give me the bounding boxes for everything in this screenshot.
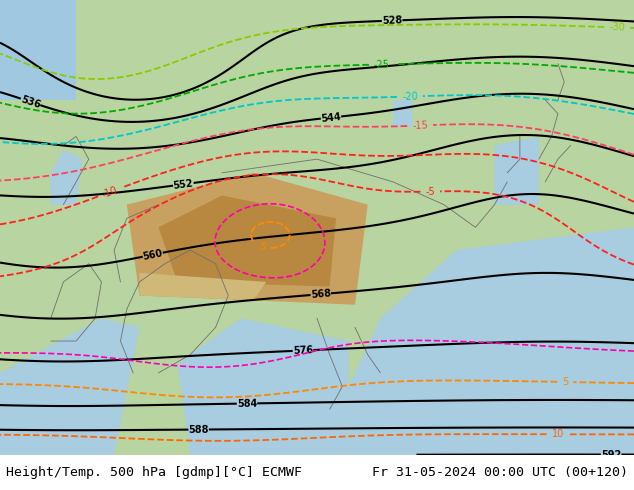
Text: 584: 584 <box>236 398 257 409</box>
Text: 560: 560 <box>142 248 164 262</box>
Polygon shape <box>51 150 82 205</box>
Text: -15: -15 <box>412 120 428 131</box>
Text: 552: 552 <box>172 178 194 191</box>
Text: -5: -5 <box>425 186 436 196</box>
Text: 544: 544 <box>320 111 342 123</box>
Text: 536: 536 <box>20 94 42 110</box>
Polygon shape <box>349 227 634 455</box>
Polygon shape <box>178 318 349 455</box>
Polygon shape <box>0 0 634 455</box>
Polygon shape <box>495 136 539 205</box>
Text: 568: 568 <box>310 288 332 300</box>
Polygon shape <box>0 318 139 455</box>
Text: -10: -10 <box>101 185 119 199</box>
Text: 576: 576 <box>293 345 313 356</box>
Text: -20: -20 <box>402 91 418 102</box>
Text: 10: 10 <box>552 429 564 439</box>
Text: -30: -30 <box>609 22 625 33</box>
Text: Height/Temp. 500 hPa [gdmp][°C] ECMWF: Height/Temp. 500 hPa [gdmp][°C] ECMWF <box>6 466 302 479</box>
Polygon shape <box>0 0 76 100</box>
Text: 592: 592 <box>601 449 621 460</box>
Text: 5: 5 <box>258 241 267 252</box>
Polygon shape <box>393 100 412 127</box>
Text: 528: 528 <box>382 15 403 26</box>
Text: 5: 5 <box>562 377 569 387</box>
Text: -25: -25 <box>374 59 390 70</box>
Polygon shape <box>127 173 368 305</box>
Text: 588: 588 <box>188 424 209 435</box>
Text: Fr 31-05-2024 00:00 UTC (00+120): Fr 31-05-2024 00:00 UTC (00+120) <box>372 466 628 479</box>
Polygon shape <box>158 196 336 287</box>
Polygon shape <box>139 273 266 300</box>
